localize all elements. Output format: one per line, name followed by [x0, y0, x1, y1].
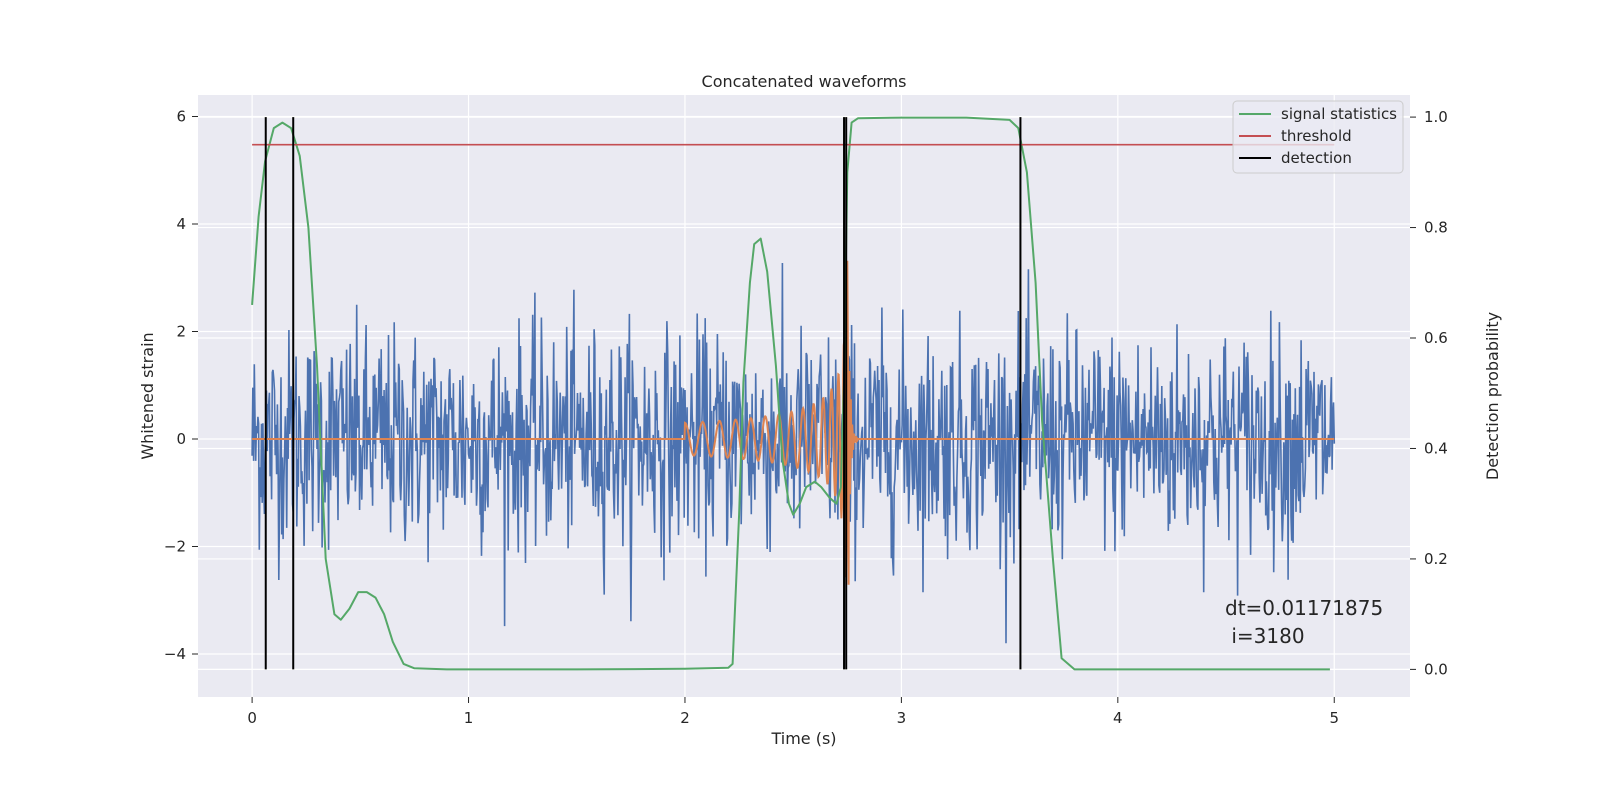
x-tick-label: 4 [1113, 709, 1123, 727]
y-tick-label: 6 [176, 108, 186, 126]
bottom-axis-ticks: 0 1 2 3 4 5 [247, 697, 1339, 727]
y2-tick-label: 1.0 [1424, 108, 1448, 126]
annotation-line: i=3180 [1225, 624, 1305, 648]
y2-tick-label: 0.0 [1424, 660, 1448, 678]
legend-label: detection [1281, 149, 1352, 167]
y-tick-label: 4 [176, 215, 186, 233]
x-axis-label: Time (s) [770, 729, 836, 748]
y-tick-label: −2 [164, 538, 186, 556]
chart-title: Concatenated waveforms [702, 72, 907, 91]
series-template-waveform [252, 260, 1335, 585]
legend-label: signal statistics [1281, 105, 1397, 123]
x-tick-label: 5 [1329, 709, 1339, 727]
series-layer [251, 116, 1336, 671]
legend: signal statistics threshold detection [1232, 100, 1404, 174]
x-tick-label: 2 [680, 709, 690, 727]
x-tick-label: 1 [464, 709, 474, 727]
left-axis-ticks: −4 −2 0 2 4 6 [164, 108, 198, 663]
y-tick-label: 2 [176, 323, 186, 341]
y2-tick-label: 0.8 [1424, 219, 1448, 237]
series-signal-statistics [251, 116, 1330, 671]
y-tick-label: −4 [164, 645, 186, 663]
y2-tick-label: 0.4 [1424, 439, 1448, 457]
annotation: dt=0.01171875 i=3180 [1225, 596, 1383, 648]
legend-box [1232, 100, 1404, 174]
y-axis-label: Whitened strain [138, 332, 157, 459]
y2-tick-label: 0.6 [1424, 329, 1448, 347]
y2-axis-label: Detection probability [1483, 312, 1502, 480]
right-axis-ticks: 0.0 0.2 0.4 0.6 0.8 1.0 [1410, 108, 1448, 678]
y-tick-label: 0 [176, 430, 186, 448]
legend-label: threshold [1281, 127, 1352, 145]
y2-tick-label: 0.2 [1424, 550, 1448, 568]
x-tick-label: 3 [897, 709, 907, 727]
annotation-line: dt=0.01171875 [1225, 596, 1383, 620]
x-tick-label: 0 [247, 709, 257, 727]
